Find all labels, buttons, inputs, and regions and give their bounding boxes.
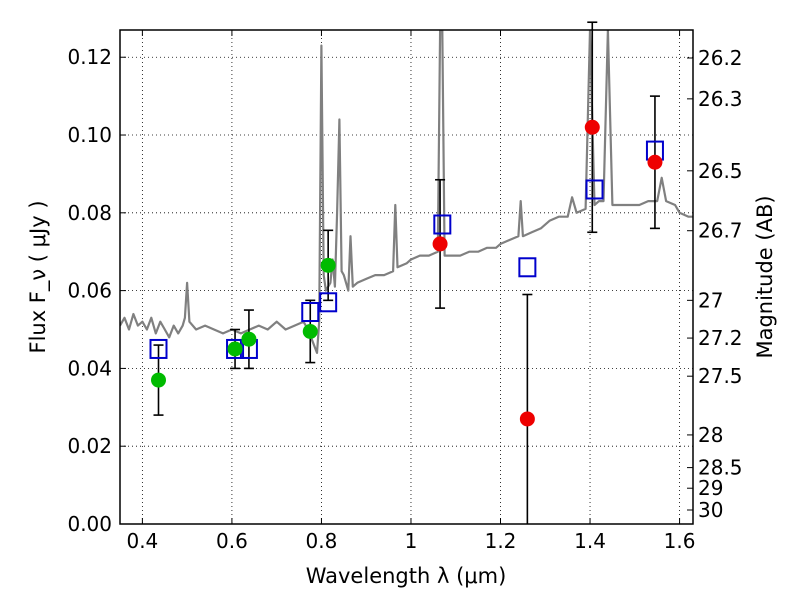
- y-tick-label: 0.08: [67, 201, 112, 225]
- model-point: [585, 179, 604, 200]
- x-tick-label: 0.4: [126, 529, 158, 553]
- y-tick-label: 0.04: [67, 356, 112, 380]
- nir-point: [432, 236, 448, 252]
- optical-point: [241, 331, 257, 347]
- optical-point: [150, 372, 166, 388]
- y-tick-label: 0.06: [67, 279, 112, 303]
- model-point: [301, 302, 320, 323]
- right-tick-label: 29: [698, 476, 723, 500]
- plot-frame: [119, 29, 694, 525]
- optical-point: [302, 323, 318, 339]
- tick-labels: 0.4 0.6 0.8 1 1.2 1.4 1.6 0.00 0.02 0.04 0.06 0.08 0…: [67, 45, 742, 553]
- x-axis-title: Wavelength λ (μm): [306, 564, 507, 588]
- x-tick-label: 0.6: [216, 529, 248, 553]
- y-right-axis-title: Magnitude (AB): [753, 195, 777, 358]
- right-tick-label: 26.2: [698, 46, 743, 70]
- spectrum-line: [120, 30, 693, 354]
- y-tick-label: 0.02: [67, 434, 112, 458]
- x-tick-label: 0.8: [306, 529, 338, 553]
- right-tick-label: 26.5: [698, 159, 743, 183]
- right-tick-label: 30: [698, 498, 723, 522]
- y-tick-label: 0.10: [67, 123, 112, 147]
- optical-point: [320, 257, 336, 273]
- model-point: [149, 338, 168, 359]
- nir-point: [647, 154, 663, 170]
- plot-area: [120, 30, 693, 524]
- x-tick-label: 1.2: [485, 529, 517, 553]
- model-point: [518, 257, 537, 278]
- nir-point: [584, 119, 600, 135]
- right-tick-label: 27.5: [698, 364, 743, 388]
- right-tick-label: 27.2: [698, 326, 743, 350]
- data-layer: [120, 30, 693, 354]
- y-tick-label: 0.12: [67, 45, 112, 69]
- x-tick-label: 1.4: [574, 529, 606, 553]
- right-tick-label: 28: [698, 423, 723, 447]
- right-tick-label: 26.7: [698, 219, 743, 243]
- model-point: [319, 292, 338, 313]
- right-tick-label: 28.5: [698, 456, 743, 480]
- x-tick-label: 1: [405, 529, 418, 553]
- optical-point: [227, 341, 243, 357]
- x-tick-label: 1.6: [664, 529, 696, 553]
- right-tick-label: 27: [698, 288, 723, 312]
- y-axis-title: Flux F_ν ( μJy ): [26, 200, 51, 353]
- nir-point: [519, 411, 535, 427]
- model-point: [433, 214, 452, 235]
- markers: [149, 119, 664, 427]
- model-point: [226, 338, 245, 359]
- right-tick-label: 26.3: [698, 87, 743, 111]
- y-tick-label: 0.00: [67, 512, 112, 536]
